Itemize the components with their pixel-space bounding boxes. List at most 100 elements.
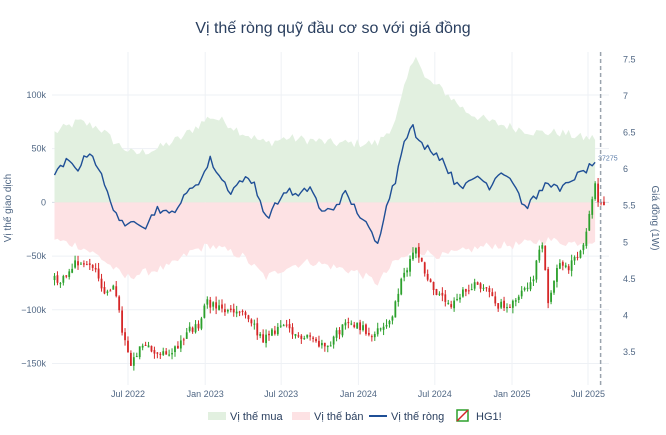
candle-body [312, 337, 314, 339]
candle-body [447, 302, 450, 304]
legend-swatch-diagonal [456, 409, 469, 422]
candle-body [315, 338, 317, 342]
short-position-area [54, 202, 596, 286]
right-tick-label: 6 [623, 164, 628, 174]
candle-body [579, 250, 582, 258]
candle-body [276, 326, 279, 335]
candle-body [420, 257, 423, 262]
candle-body [132, 357, 135, 366]
candle-body [224, 309, 226, 313]
candle-body [561, 262, 564, 266]
x-tick-label: Jan 2023 [187, 389, 224, 399]
candle-body [71, 268, 74, 273]
legend[interactable]: Vị thế mua Vị thế bán Vị thế ròng HG1! [208, 409, 502, 423]
left-tick-label: −150k [21, 359, 46, 369]
candle-body [435, 288, 438, 295]
candle-body [94, 267, 97, 270]
candle-body [271, 329, 273, 336]
candle-body [365, 324, 367, 334]
candle-body [464, 289, 467, 292]
candle-body [82, 263, 85, 265]
left-tick-label: −100k [21, 305, 46, 315]
candle-body [127, 340, 129, 353]
candle-body [491, 292, 494, 297]
candle-body [232, 308, 235, 313]
x-tick-label: Jan 2024 [340, 389, 377, 399]
x-tick-label: Jul 2023 [264, 389, 298, 399]
net-position-lines: 37275 [53, 52, 618, 385]
right-tick-label: 3.5 [623, 347, 636, 357]
candle-body [182, 339, 185, 341]
candle-body [194, 324, 197, 333]
candle-body [588, 213, 591, 231]
candle-body [462, 289, 464, 297]
candle-body [115, 286, 118, 297]
candle-body [485, 287, 488, 289]
candle-body [332, 336, 335, 345]
candle-body [385, 324, 388, 327]
candle-body [159, 353, 162, 355]
right-tick-label: 7 [623, 91, 628, 101]
candle-body [576, 256, 579, 258]
candle-body [409, 258, 411, 272]
legend-swatch [456, 409, 469, 422]
candle-body [212, 302, 215, 307]
candle-body [597, 183, 599, 203]
candle-body [162, 351, 165, 355]
candle-body [135, 356, 138, 358]
candle-body [300, 335, 303, 340]
candle-body [400, 278, 403, 295]
candle-body [121, 310, 124, 333]
legend-swatch [208, 412, 226, 420]
candle-body [585, 231, 588, 246]
candle-body [362, 325, 364, 331]
candle-body [320, 342, 323, 346]
candle-body [77, 261, 79, 266]
candle-body [544, 245, 547, 271]
candle-body [444, 294, 447, 302]
legend-item-short[interactable]: Vị thế bán [292, 411, 364, 423]
candle-body [382, 326, 385, 330]
candle-body [564, 265, 567, 267]
candle-body [262, 334, 265, 343]
candle-body [282, 325, 285, 327]
candle-body [130, 352, 132, 366]
left-tick-label: 50k [31, 144, 46, 154]
candle-body [347, 322, 350, 324]
candle-body [503, 300, 505, 308]
legend-item-long[interactable]: Vị thế mua [208, 411, 283, 423]
candle-body [523, 288, 526, 290]
legend-item-hg1[interactable]: HG1! [456, 409, 502, 423]
right-tick-label: 7.5 [623, 54, 636, 64]
candle-body [191, 327, 194, 332]
candle-body [376, 328, 379, 335]
candle-body [297, 335, 300, 337]
candle-body [147, 345, 150, 348]
candle-body [514, 300, 517, 302]
candle-body [567, 266, 570, 271]
candle-body [144, 344, 147, 346]
right-tick-label: 4 [623, 310, 628, 320]
candle-body [253, 323, 256, 325]
candle-body [109, 290, 112, 292]
candle-body [85, 264, 88, 266]
x-tick-label: Jul 2022 [111, 389, 145, 399]
candle-body [509, 306, 511, 308]
candle-body [594, 183, 597, 199]
candle-body [241, 310, 244, 312]
candle-body [570, 260, 573, 271]
candle-body [124, 332, 126, 341]
candle-body [473, 282, 476, 289]
axes: 100k 50k 0 −50k −100k −150k 3.5 4 4.5 5 5.5 6 6.5 7 7.… [21, 54, 635, 399]
legend-item-net[interactable]: Vị thế ròng [369, 411, 444, 423]
candle-body [188, 326, 191, 331]
candle-body [329, 345, 332, 347]
candle-body [500, 301, 503, 308]
chart-title: Vị thế ròng quỹ đầu cơ so với giá đồng [195, 20, 470, 37]
candle-body [335, 330, 338, 338]
candle-body [273, 330, 276, 334]
candle-body [394, 301, 397, 318]
candle-body [520, 290, 523, 297]
candle-body [250, 319, 253, 324]
candle-body [438, 293, 441, 295]
